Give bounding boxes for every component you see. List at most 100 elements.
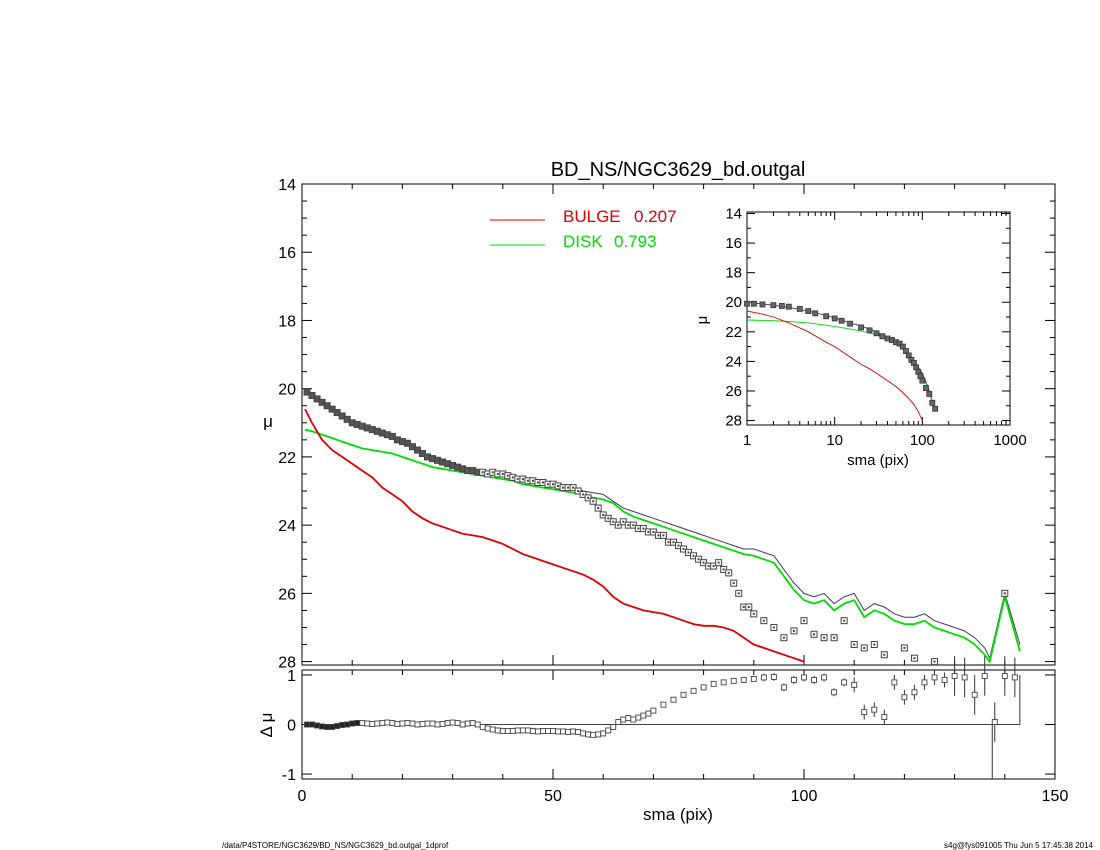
main-data-point-center <box>1003 592 1006 595</box>
main-data-point-center <box>582 493 585 496</box>
residual-data-point <box>620 716 627 723</box>
legend-bulge-value: 0.207 <box>634 207 677 226</box>
residual-ytick-label: 0 <box>287 718 296 735</box>
inset-data-point <box>812 310 819 317</box>
inset-data-point <box>926 391 933 397</box>
residual-data-point <box>449 719 456 726</box>
main-data-point-center <box>627 524 630 527</box>
residual-data-point <box>841 679 848 686</box>
residual-data-point <box>374 720 381 727</box>
main-data-point-center <box>697 558 700 561</box>
main-data-point-center <box>632 524 635 527</box>
residual-xtick-label: 100 <box>791 788 818 805</box>
main-data-point-center <box>557 484 560 487</box>
inset-data-point <box>858 324 864 331</box>
residual-data-point <box>459 721 466 728</box>
residual-data-point <box>334 723 341 729</box>
main-data-point-center <box>863 646 866 649</box>
main-data-point-center <box>707 565 710 568</box>
residual-data-point <box>560 728 566 735</box>
residual-data-point <box>389 720 396 726</box>
inset-xtick-label: 10 <box>826 432 843 449</box>
main-data-point-center <box>722 568 725 571</box>
residual-data-point <box>770 673 777 680</box>
residual-data-point <box>891 679 898 686</box>
main-data-point-center <box>526 479 529 482</box>
main-data-point-center <box>737 592 740 595</box>
residual-data-point <box>329 724 336 730</box>
residual-data-point <box>981 672 988 679</box>
inset-xlabel: sma (pix) <box>847 452 909 469</box>
residual-data-point <box>354 720 361 726</box>
inset-data-point <box>796 305 803 312</box>
residual-data-point <box>861 709 868 716</box>
residual-data-point <box>690 687 697 694</box>
main-series <box>304 388 1021 664</box>
residual-data-point <box>610 724 617 730</box>
inset-ytick-label: 14 <box>725 205 742 222</box>
inset-xtick-label: 1000 <box>993 432 1026 449</box>
residual-data-point <box>540 727 546 734</box>
residual-data-point <box>801 674 807 681</box>
residual-data-point <box>349 720 356 727</box>
residual-data-point <box>434 721 441 728</box>
inset-data-point <box>751 300 757 307</box>
residual-data-point <box>324 724 331 730</box>
residual-data-point <box>509 727 516 734</box>
residual-data-point <box>911 689 918 696</box>
main-data-point-center <box>782 636 785 639</box>
inset-data-point <box>896 340 903 347</box>
main-data-point-center <box>531 479 534 482</box>
inset-data-point <box>899 343 906 350</box>
main-data-point-center <box>481 471 484 474</box>
inset-data-point <box>805 308 812 315</box>
residual-data-point <box>580 730 587 737</box>
main-data-point-center <box>747 606 750 609</box>
footer-left: /data/P4STORE/NGC3629/BD_NS/NGC3629_bd.o… <box>222 841 449 850</box>
residual-data-point <box>730 677 737 684</box>
residual-data-point <box>409 720 416 727</box>
main-data-point-center <box>853 643 856 646</box>
inset-data-point <box>923 385 929 391</box>
residual-data-point <box>645 710 652 717</box>
residual-data-point <box>444 720 451 726</box>
residual-xtick-label: 150 <box>1042 788 1069 805</box>
residual-data-point <box>630 716 637 723</box>
residual-data-point <box>474 721 481 728</box>
legend-disk-value: 0.793 <box>614 232 657 251</box>
main-data-point-center <box>501 472 504 475</box>
residual-data-point <box>720 679 727 686</box>
inset-data-points <box>744 300 939 412</box>
main-data-point-center <box>612 520 615 523</box>
main-ytick-label: 16 <box>278 245 296 262</box>
residual-data-point <box>314 722 321 729</box>
main-data-point-center <box>843 619 846 622</box>
inset-data-point <box>929 399 936 406</box>
residual-data-point <box>384 719 391 726</box>
main-data-point-center <box>496 472 499 475</box>
main-data-point-center <box>702 561 705 564</box>
residual-data-point <box>570 728 577 735</box>
inset-data-point <box>932 405 939 412</box>
inset-data-point <box>873 330 880 337</box>
residual-data-point <box>961 674 968 681</box>
footer-right: s4g@fys091005 Thu Jun 5 17:45:38 2014 <box>944 841 1094 850</box>
main-data-point-center <box>572 486 575 489</box>
residual-data-point <box>479 724 486 730</box>
residual-data-point <box>555 728 561 735</box>
residual-data-point <box>851 681 858 688</box>
residual-data-point <box>931 674 938 681</box>
main-ytick-label: 18 <box>278 313 296 330</box>
legend: BULGE 0.207 DISK 0.793 <box>490 207 677 251</box>
main-data-point-center <box>592 500 595 503</box>
chart-title: BD_NS/NGC3629_bd.outgal <box>551 159 806 181</box>
main-data-point-center <box>667 541 670 544</box>
main-ytick-label: 26 <box>278 586 296 603</box>
residual-data-point <box>404 720 411 726</box>
residual-data-point <box>625 715 632 722</box>
residual-data-point <box>414 721 421 728</box>
main-data-point-center <box>662 534 665 537</box>
residual-data-point <box>399 720 406 727</box>
residual-data-point <box>750 675 757 682</box>
